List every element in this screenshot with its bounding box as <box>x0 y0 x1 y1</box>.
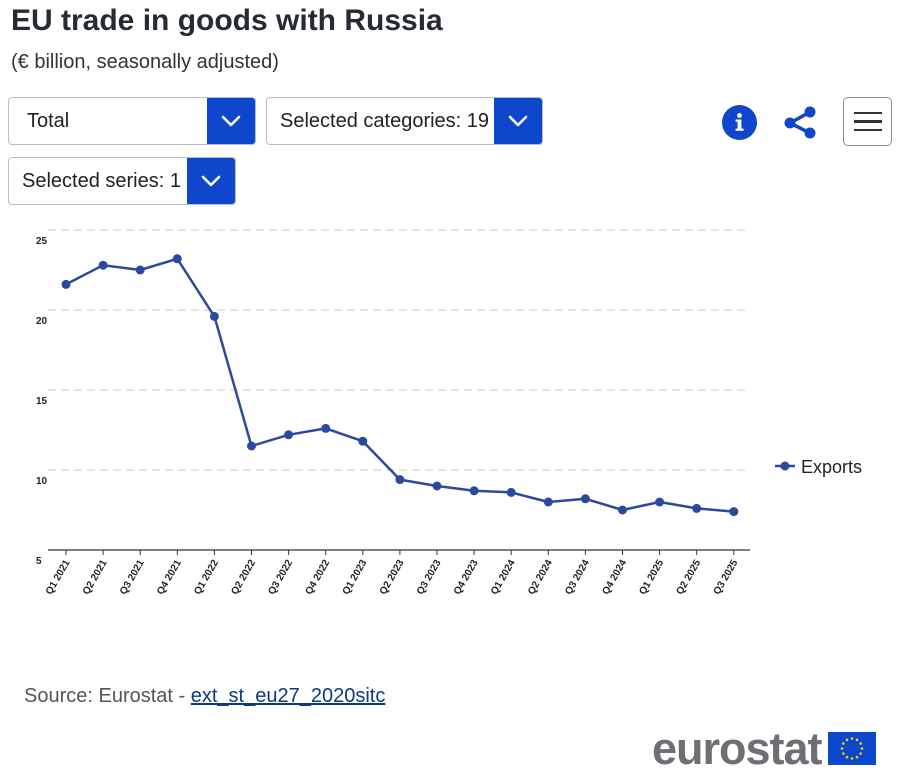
exports-data-point[interactable] <box>98 260 108 270</box>
exports-data-point[interactable] <box>321 423 331 433</box>
exports-data-point[interactable] <box>135 265 145 275</box>
x-tick-label: Q3 2023 <box>415 558 444 597</box>
exports-data-point[interactable] <box>655 497 665 507</box>
exports-data-point[interactable] <box>172 254 182 264</box>
x-tick-label: Q2 2021 <box>81 558 110 597</box>
flow-dropdown-label: Total <box>27 109 70 132</box>
x-tick-label: Q4 2021 <box>155 558 184 597</box>
flag-star <box>841 742 845 745</box>
source-prefix: Source: Eurostat - <box>24 685 191 707</box>
flag-star <box>858 742 862 745</box>
x-tick-label: Q3 2025 <box>712 558 741 597</box>
exports-data-point[interactable] <box>395 475 405 485</box>
flag-star <box>858 752 862 755</box>
exports-data-point[interactable] <box>729 507 739 517</box>
series-dropdown-label: Selected series: 1 <box>22 169 181 192</box>
x-tick-label: Q1 2024 <box>489 558 518 597</box>
x-tick-label: Q1 2025 <box>637 558 666 597</box>
exports-data-point[interactable] <box>247 441 256 451</box>
chart-title: EU trade in goods with Russia <box>11 4 443 37</box>
source-note: Source: Eurostat - ext_st_eu27_2020sitc <box>24 685 385 708</box>
eurostat-logo-text: eurostat <box>652 723 823 774</box>
flow-dropdown[interactable]: Total <box>8 97 256 145</box>
exports-data-point[interactable] <box>284 430 294 440</box>
x-tick-label: Q1 2023 <box>341 558 370 597</box>
x-tick-label: Q2 2024 <box>526 558 555 597</box>
chevron-down-icon[interactable] <box>207 98 255 144</box>
exports-data-point[interactable] <box>543 497 553 507</box>
flag-star <box>841 752 845 755</box>
hamburger-menu-icon[interactable] <box>843 97 892 146</box>
flag-star <box>845 755 848 759</box>
menu-line <box>853 111 882 115</box>
x-tick-label: Q3 2024 <box>563 558 592 597</box>
x-tick-label: Q4 2023 <box>452 558 481 597</box>
source-dataset-link[interactable]: ext_st_eu27_2020sitc <box>190 685 386 707</box>
y-tick-label: 20 <box>36 316 48 327</box>
exports-data-point[interactable] <box>580 494 590 504</box>
categories-dropdown[interactable]: Selected categories: 19 <box>266 97 543 145</box>
exports-data-point[interactable] <box>469 486 479 496</box>
x-tick-label: Q4 2022 <box>304 558 333 597</box>
chevron-down-icon[interactable] <box>187 158 235 204</box>
series-dropdown[interactable]: Selected series: 1 <box>8 157 236 205</box>
exports-data-point[interactable] <box>692 503 702 513</box>
x-tick-label: Q4 2024 <box>600 558 629 597</box>
x-tick-label: Q3 2022 <box>266 558 295 597</box>
menu-line <box>853 120 882 123</box>
x-tick-label: Q2 2022 <box>229 558 258 597</box>
flag-star <box>850 757 853 760</box>
x-tick-label: Q1 2021 <box>44 558 73 597</box>
exports-data-point[interactable] <box>432 481 442 491</box>
exports-series-line <box>65 257 734 513</box>
chart-subtitle: (€ billion, seasonally adjusted) <box>11 51 279 73</box>
x-tick-label: Q1 2022 <box>192 558 221 597</box>
menu-line <box>853 128 882 132</box>
x-tick-label: Q2 2023 <box>378 558 407 597</box>
x-tick-label: Q2 2025 <box>675 558 704 597</box>
flag-star <box>855 738 858 742</box>
exports-data-point[interactable] <box>209 311 219 321</box>
legend-label-exports[interactable]: Exports <box>801 457 862 477</box>
info-icon[interactable] <box>722 105 757 140</box>
exports-data-point[interactable] <box>506 487 516 497</box>
eu-flag-icon <box>827 732 876 765</box>
exports-data-point[interactable] <box>358 436 368 446</box>
flag-star <box>860 747 863 750</box>
flag-star <box>850 737 853 740</box>
exports-data-point[interactable] <box>61 279 71 289</box>
chevron-down-icon[interactable] <box>494 98 542 144</box>
y-tick-label: 10 <box>36 476 48 487</box>
exports-data-point[interactable] <box>618 505 627 515</box>
flag-star <box>840 747 843 750</box>
eurostat-logo: eurostat <box>652 726 876 771</box>
flag-star <box>855 755 858 759</box>
legend-marker <box>780 461 790 471</box>
categories-dropdown-label: Selected categories: 19 <box>280 109 490 132</box>
exports-line-chart: 5 10 15 20 25 Q1 2021 Q2 2021 Q3 2021 Q4 2021 Q1… <box>36 229 862 597</box>
share-icon[interactable] <box>782 104 819 141</box>
y-tick-label: 25 <box>36 236 48 247</box>
y-tick-label: 15 <box>36 396 48 407</box>
y-tick-label: 5 <box>36 556 42 567</box>
x-tick-label: Q3 2021 <box>118 558 147 597</box>
flag-star <box>845 738 848 742</box>
